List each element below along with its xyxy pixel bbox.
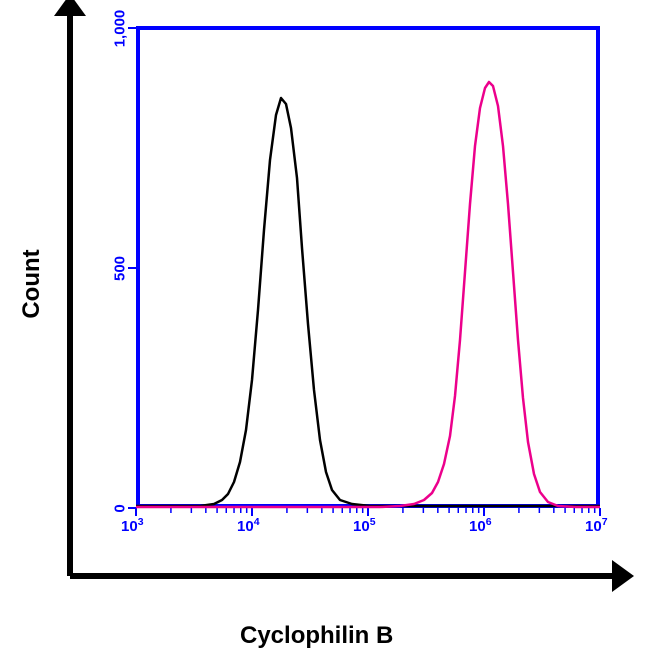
flow-cytometry-figure: Count Cyclophilin B 05001,000 1031041051… bbox=[0, 0, 650, 667]
series-control bbox=[136, 98, 600, 506]
series-cyclophilin-b-stained bbox=[136, 82, 600, 507]
chart-svg bbox=[0, 0, 650, 667]
